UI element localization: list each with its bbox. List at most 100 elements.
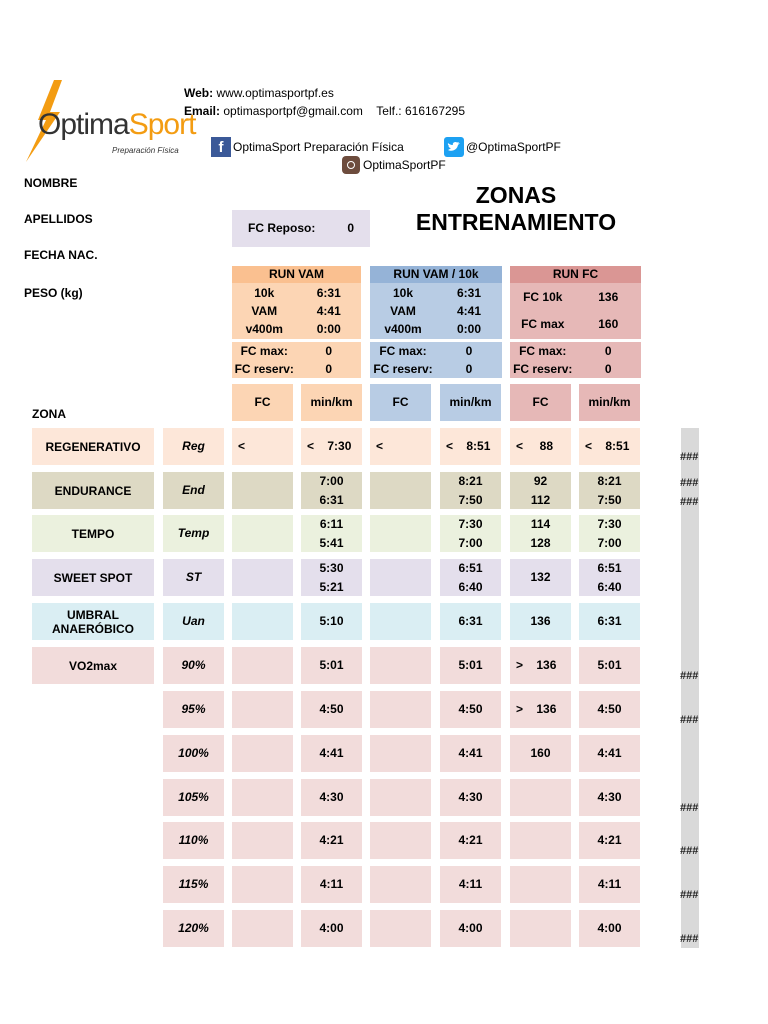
zone-name: VO2max bbox=[32, 647, 154, 684]
brand-logo: OptimaSport Preparación Física bbox=[24, 78, 196, 163]
zone-vam-fc bbox=[232, 822, 293, 859]
zone-vam-min: 5:30 5:21 bbox=[301, 559, 362, 596]
zone-v10-min: 6:31 bbox=[440, 603, 501, 640]
zone-fc-min: < 8:51 bbox=[579, 428, 640, 465]
zone-vam-min: 4:21 bbox=[301, 822, 362, 859]
zone-fc-min: 4:00 bbox=[579, 910, 640, 947]
col-vam-min: min/km bbox=[301, 384, 362, 421]
scroll-strip bbox=[681, 428, 699, 948]
email-link[interactable]: optimasportpf@gmail.com bbox=[223, 104, 363, 118]
apellidos-label: APELLIDOS bbox=[24, 212, 93, 226]
web-label: Web: bbox=[184, 86, 214, 100]
zone-v10-fc bbox=[370, 647, 431, 684]
tel-value: 616167295 bbox=[404, 104, 466, 118]
zone-vam-min: 4:50 bbox=[301, 691, 362, 728]
zone-vam-min: < 7:30 bbox=[301, 428, 362, 465]
zone-vam-fc bbox=[232, 910, 293, 947]
zone-v10-min: 4:30 bbox=[440, 779, 501, 816]
zone-name: ENDURANCE bbox=[32, 472, 154, 509]
zone-fc-min: 8:21 7:50 bbox=[579, 472, 640, 509]
zone-code: ST bbox=[163, 559, 224, 596]
zone-name: UMBRAL ANAERÓBICO bbox=[32, 603, 154, 640]
overflow-marker: ### ### bbox=[680, 477, 699, 508]
overflow-marker: ### bbox=[680, 451, 699, 463]
col-vam10k-min: min/km bbox=[440, 384, 501, 421]
brand-tagline: Preparación Física bbox=[112, 146, 179, 155]
zone-code: 105% bbox=[163, 779, 224, 816]
fc-reposo-box: FC Reposo: 0 bbox=[232, 210, 370, 247]
zone-vam-min: 5:01 bbox=[301, 647, 362, 684]
peso-label: PESO (kg) bbox=[24, 286, 83, 300]
zone-fc-min: 5:01 bbox=[579, 647, 640, 684]
zone-fc-min: 4:50 bbox=[579, 691, 640, 728]
zone-fc-fc: 136 bbox=[510, 603, 571, 640]
zone-v10-fc bbox=[370, 559, 431, 596]
zona-label: ZONA bbox=[32, 407, 66, 421]
run-vam10k-params: 10k 6:31 VAM 4:41 v400m 0:00 bbox=[370, 283, 502, 339]
zone-code: End bbox=[163, 472, 224, 509]
fc-reposo-label: FC Reposo: bbox=[247, 221, 316, 235]
zone-code: 115% bbox=[163, 866, 224, 903]
zone-v10-fc bbox=[370, 472, 431, 509]
zone-code: 100% bbox=[163, 735, 224, 772]
overflow-marker: ### bbox=[680, 845, 699, 857]
twitter-icon[interactable] bbox=[444, 137, 464, 157]
zone-vam-fc bbox=[232, 779, 293, 816]
zone-v10-fc bbox=[370, 691, 431, 728]
zone-v10-fc bbox=[370, 735, 431, 772]
twitter-link[interactable]: @OptimaSportPF bbox=[466, 140, 561, 154]
zone-code: 110% bbox=[163, 822, 224, 859]
zone-fc-min: 4:30 bbox=[579, 779, 640, 816]
zone-fc-fc bbox=[510, 910, 571, 947]
zone-fc-fc bbox=[510, 866, 571, 903]
zone-code: Reg bbox=[163, 428, 224, 465]
instagram-link[interactable]: OptimaSportPF bbox=[363, 158, 446, 172]
title-line1: ZONAS bbox=[475, 182, 557, 208]
facebook-icon[interactable]: f bbox=[211, 137, 231, 157]
zone-code: 120% bbox=[163, 910, 224, 947]
col-vam10k-fc: FC bbox=[370, 384, 431, 421]
zone-v10-fc bbox=[370, 779, 431, 816]
lightning-bolt-icon bbox=[26, 80, 62, 162]
run-vam10k-fc-box: FC max: 0 FC reserv: 0 bbox=[370, 342, 502, 378]
tel-label: Telf.: bbox=[376, 104, 402, 118]
zone-name: TEMPO bbox=[32, 515, 154, 552]
zone-vam-min: 4:30 bbox=[301, 779, 362, 816]
zone-name: REGENERATIVO bbox=[32, 428, 154, 465]
zone-code: Temp bbox=[163, 515, 224, 552]
zone-fc-min: 6:51 6:40 bbox=[579, 559, 640, 596]
zone-fc-min: 4:21 bbox=[579, 822, 640, 859]
zone-v10-min: 4:11 bbox=[440, 866, 501, 903]
run-vam-fc-box: FC max: 0 FC reserv: 0 bbox=[232, 342, 361, 378]
zone-vam-fc bbox=[232, 472, 293, 509]
fc-reposo-value[interactable]: 0 bbox=[347, 221, 354, 235]
zone-v10-min: 8:21 7:50 bbox=[440, 472, 501, 509]
brand-name-part2: Sport bbox=[128, 108, 197, 141]
zone-fc-fc: 160 bbox=[510, 735, 571, 772]
zone-vam-min: 4:00 bbox=[301, 910, 362, 947]
nombre-label: NOMBRE bbox=[24, 176, 78, 190]
zone-fc-min: 4:41 bbox=[579, 735, 640, 772]
email-label: Email: bbox=[184, 104, 221, 118]
zone-vam-min: 4:11 bbox=[301, 866, 362, 903]
col-fc-min: min/km bbox=[579, 384, 640, 421]
overflow-marker: ### bbox=[680, 670, 699, 682]
zone-vam-fc bbox=[232, 515, 293, 552]
zone-fc-min: 7:30 7:00 bbox=[579, 515, 640, 552]
zone-v10-min: 4:50 bbox=[440, 691, 501, 728]
zone-v10-fc bbox=[370, 515, 431, 552]
zone-fc-fc: 92 112 bbox=[510, 472, 571, 509]
zone-vam-min: 5:10 bbox=[301, 603, 362, 640]
zone-vam-fc bbox=[232, 866, 293, 903]
brand-name-part1: Optima bbox=[38, 108, 130, 141]
zone-vam-fc bbox=[232, 691, 293, 728]
zone-vam-fc: < bbox=[232, 428, 293, 465]
web-link[interactable]: www.optimasportpf.es bbox=[216, 86, 334, 100]
col-fc-fc: FC bbox=[510, 384, 571, 421]
zone-fc-fc: < 88 bbox=[510, 428, 571, 465]
zone-v10-fc bbox=[370, 866, 431, 903]
instagram-icon[interactable] bbox=[342, 156, 360, 174]
overflow-marker: ### bbox=[680, 889, 699, 901]
zone-name: SWEET SPOT bbox=[32, 559, 154, 596]
facebook-link[interactable]: OptimaSport Preparación Física bbox=[233, 140, 404, 154]
